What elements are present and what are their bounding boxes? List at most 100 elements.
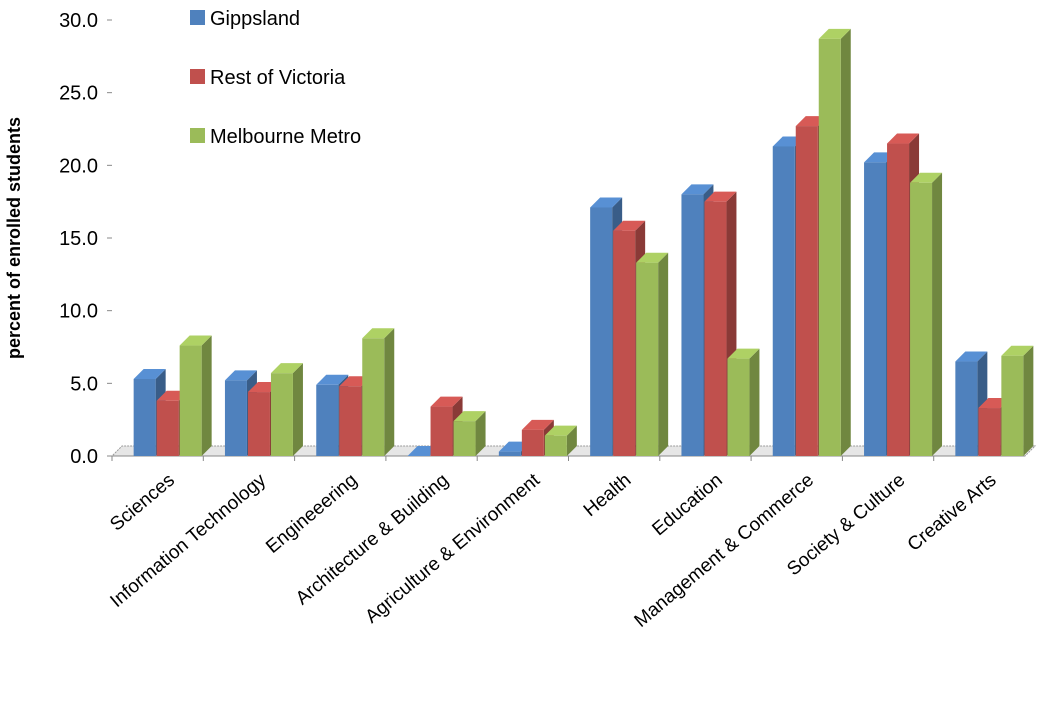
bar xyxy=(818,28,851,456)
y-tick-label: 20.0 xyxy=(59,155,98,177)
bar-top-face xyxy=(590,197,623,208)
bar-front-face xyxy=(772,146,795,456)
bar xyxy=(453,411,486,456)
bar-front-face xyxy=(727,358,750,456)
bar-front-face xyxy=(453,421,476,456)
bar-top-face xyxy=(887,133,920,144)
y-axis-label: percent of enrolled students xyxy=(4,117,24,359)
bars xyxy=(133,28,1034,457)
bar-top-face xyxy=(179,335,212,346)
bar-top-face xyxy=(270,363,303,374)
bar-front-face xyxy=(864,162,887,456)
legend-swatch xyxy=(190,69,205,84)
bar-front-face xyxy=(339,386,362,456)
bar-side-face xyxy=(840,28,851,456)
bar-top-face xyxy=(681,184,714,195)
y-tick-label: 10.0 xyxy=(59,301,98,323)
bar-front-face xyxy=(224,380,247,456)
legend: Gippsland Rest of Victoria Melbourne Metro xyxy=(190,8,361,148)
bar-front-face xyxy=(978,408,1001,456)
bar-top-face xyxy=(224,370,257,381)
legend-swatch xyxy=(190,10,205,25)
bar-top-face xyxy=(362,328,395,339)
bar xyxy=(179,335,212,456)
bar xyxy=(270,363,303,456)
y-tick-label: 5.0 xyxy=(70,373,98,395)
bar-top-face xyxy=(544,425,577,436)
bar-front-face xyxy=(133,378,156,456)
legend-label: Melbourne Metro xyxy=(210,126,361,148)
bar-side-face xyxy=(384,328,395,456)
x-tick-label: Agriculture & Environment xyxy=(361,469,544,627)
bar-front-face xyxy=(270,373,293,456)
bar xyxy=(1001,345,1034,456)
y-tick-label: 30.0 xyxy=(59,10,98,32)
bar-top-face xyxy=(818,28,851,39)
x-tick-label: Sciences xyxy=(106,470,179,536)
bar xyxy=(544,425,577,456)
x-tick-label: Management & Commerce xyxy=(631,470,818,632)
legend-label: Gippsland xyxy=(210,8,300,30)
bar-front-face xyxy=(955,361,978,456)
bar-top-face xyxy=(521,419,554,430)
bar-side-face xyxy=(932,172,943,457)
bar-side-face xyxy=(658,252,669,456)
x-tick-label: Information Technology xyxy=(106,469,270,611)
x-tick-label: Health xyxy=(580,470,636,521)
bar-front-face xyxy=(247,392,270,456)
bar-front-face xyxy=(910,182,933,457)
bar-front-face xyxy=(590,207,613,456)
legend-swatch xyxy=(190,128,205,143)
bar-top-face xyxy=(430,396,463,407)
x-tick-label: Creative Arts xyxy=(904,470,1001,556)
bar xyxy=(636,252,669,456)
bar-front-face xyxy=(1001,355,1024,456)
bar-top-face xyxy=(727,348,760,359)
bar-top-face xyxy=(636,252,669,263)
bar-front-face xyxy=(498,451,521,456)
bar-side-face xyxy=(749,348,760,456)
bar-side-face xyxy=(292,363,303,456)
bar xyxy=(727,348,760,456)
bar-front-face xyxy=(613,230,636,456)
bar-front-face xyxy=(887,143,910,457)
bar-front-face xyxy=(156,400,179,456)
bar-front-face xyxy=(362,338,385,456)
bar-side-face xyxy=(475,411,486,456)
y-axis-title: percent of enrolled students xyxy=(4,117,24,359)
y-tick-label: 0.0 xyxy=(70,446,98,468)
bar-top-face xyxy=(704,191,737,202)
bar-front-face xyxy=(681,194,704,456)
bar-side-face xyxy=(1023,345,1034,456)
y-axis: 0.0 5.0 10.0 15.0 20.0 25.0 30.0 xyxy=(59,10,112,468)
bar-front-face xyxy=(818,38,841,456)
bar-front-face xyxy=(636,262,659,456)
x-tick-label: Education xyxy=(648,470,726,540)
bar-front-face xyxy=(795,126,818,457)
bar-front-face xyxy=(430,406,453,456)
x-tick-label: Architecture & Building xyxy=(292,470,453,610)
bar-top-face xyxy=(955,351,988,362)
bar-front-face xyxy=(179,345,202,456)
bar-top-face xyxy=(613,220,646,231)
bar-front-face xyxy=(704,201,727,456)
bar xyxy=(910,172,943,457)
y-tick-label: 15.0 xyxy=(59,228,98,250)
bar-side-face xyxy=(201,335,212,456)
bar-top-face xyxy=(133,368,166,379)
bar-top-face xyxy=(1001,345,1034,356)
bar-front-face xyxy=(544,435,567,456)
bar-top-face xyxy=(453,411,486,422)
bar-front-face xyxy=(316,384,339,456)
bar-front-face xyxy=(521,429,544,456)
y-tick-label: 25.0 xyxy=(59,83,98,105)
bar-top-face xyxy=(316,374,349,385)
bar xyxy=(362,328,395,456)
bar-top-face xyxy=(910,172,943,183)
x-tick-label: Engineeering xyxy=(262,470,361,558)
bar-side-face xyxy=(566,425,577,456)
legend-label: Rest of Victoria xyxy=(210,67,346,89)
